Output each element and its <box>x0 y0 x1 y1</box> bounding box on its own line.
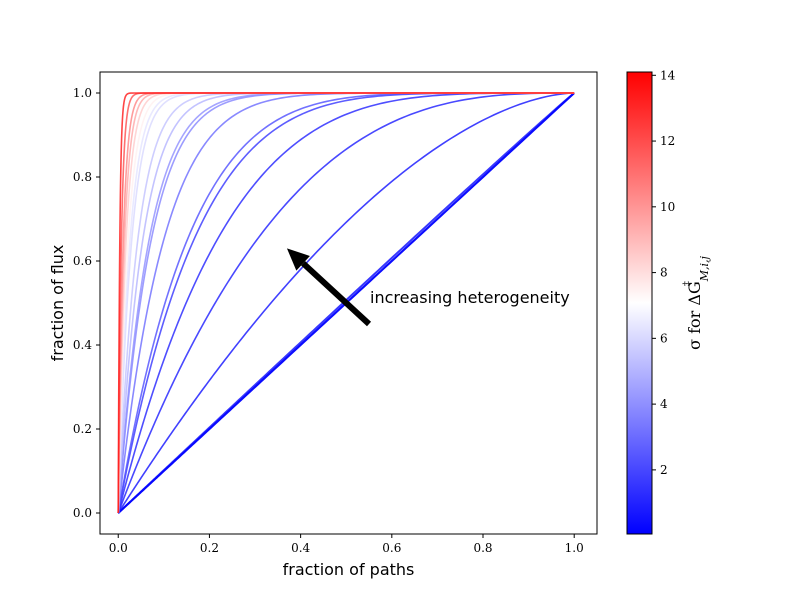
colorbar-tick-label: 12 <box>660 134 675 148</box>
x-tick-label: 0.4 <box>291 541 310 555</box>
colorbar-label: σ for ΔGM,i,j ‡ <box>682 255 711 349</box>
y-tick-label: 0.0 <box>73 506 92 520</box>
y-axis-label: fraction of flux <box>48 245 67 362</box>
series-line-4 <box>117 92 575 514</box>
x-tick-label: 0.8 <box>473 541 492 555</box>
colorbar-label-sub: M,i,j <box>698 255 711 282</box>
series-line-3 <box>117 92 575 514</box>
y-tick-label: 1.0 <box>73 86 92 100</box>
colorbar-tick-label: 2 <box>660 463 668 477</box>
colorbar-tick-label: 4 <box>660 397 668 411</box>
x-tick-label: 0.2 <box>200 541 219 555</box>
series-line-5 <box>117 92 575 514</box>
y-tick-label: 0.6 <box>73 254 92 268</box>
y-tick-label: 0.4 <box>73 338 92 352</box>
y-axis-ticks: 0.0 0.2 0.4 0.6 0.8 1.0 <box>73 86 100 520</box>
colorbar <box>626 71 653 535</box>
series-line-21 <box>117 92 575 513</box>
x-axis-ticks: 0.0 0.2 0.4 0.6 0.8 1.0 <box>109 534 584 555</box>
annotation-text: increasing heterogeneity <box>370 288 570 307</box>
colorbar-tick-label: 10 <box>660 200 675 214</box>
colorbar-label-main: σ for ΔG <box>685 281 704 350</box>
colorbar-tick-label: 8 <box>660 266 668 280</box>
colorbar-ticks: 2 4 6 8 10 12 14 <box>652 68 676 477</box>
plot-frame <box>99 71 598 535</box>
series-lines <box>117 92 575 514</box>
annotation-arrow-shaft <box>301 261 372 327</box>
y-tick-label: 0.8 <box>73 170 92 184</box>
annotation-arrow <box>286 248 372 327</box>
colorbar-label-sup: ‡ <box>682 281 693 286</box>
x-axis-label: fraction of paths <box>283 560 415 579</box>
colorbar-tick-label: 14 <box>660 68 676 82</box>
annotation-arrow-head <box>286 248 310 271</box>
x-tick-label: 0.0 <box>109 541 128 555</box>
x-tick-label: 0.6 <box>382 541 401 555</box>
colorbar-tick-label: 6 <box>660 331 668 345</box>
series-line-8 <box>117 92 575 514</box>
y-tick-label: 0.2 <box>73 422 92 436</box>
x-tick-label: 1.0 <box>565 541 584 555</box>
